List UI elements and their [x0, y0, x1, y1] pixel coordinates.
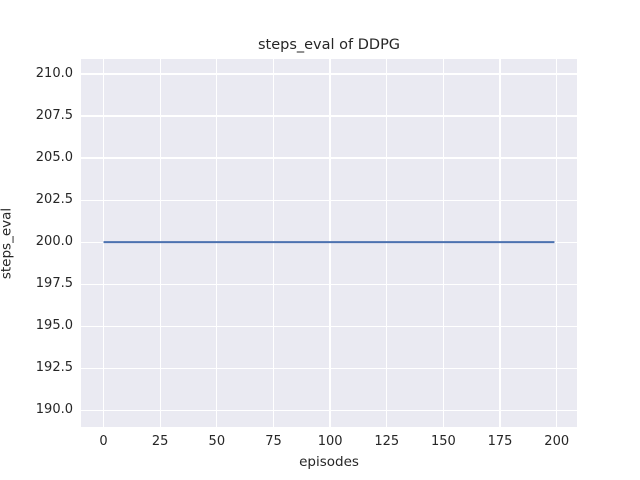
x-tick-label: 125 [374, 434, 400, 449]
y-axis-label: steps_eval [0, 207, 15, 280]
series-line-svg [103, 241, 555, 244]
x-tick-label: 200 [544, 434, 570, 449]
y-tick-label: 205.0 [35, 150, 73, 166]
x-tick-label: 100 [317, 434, 343, 449]
y-tick-label: 202.5 [35, 192, 73, 208]
gridline-horizontal [81, 367, 577, 369]
gridline-horizontal [81, 157, 577, 159]
y-tick-label: 207.5 [35, 108, 73, 124]
x-tick-label: 25 [151, 434, 169, 449]
gridline-horizontal [81, 199, 577, 201]
plot-area [81, 59, 577, 427]
y-tick-label: 192.5 [35, 360, 73, 376]
y-tick-label: 190.0 [35, 402, 73, 418]
gridline-horizontal [81, 115, 577, 117]
chart-title: steps_eval of DDPG [257, 37, 401, 53]
y-tick-label: 195.0 [35, 318, 73, 334]
x-axis-label: episodes [299, 454, 359, 470]
x-tick-label: 75 [265, 434, 282, 449]
gridline-horizontal [81, 409, 577, 411]
x-tick-label: 50 [208, 434, 226, 449]
y-tick-label: 210.0 [35, 66, 73, 82]
gridline-horizontal [81, 283, 577, 285]
y-tick-label: 197.5 [35, 276, 73, 292]
x-tick-label: 175 [487, 434, 513, 449]
x-tick-label: 150 [431, 434, 456, 449]
y-tick-label: 200.0 [35, 234, 73, 250]
x-tick-label: 0 [99, 434, 108, 449]
gridline-vertical [102, 59, 105, 427]
gridline-vertical [556, 59, 558, 427]
gridline-horizontal [81, 325, 577, 327]
gridline-horizontal [81, 73, 577, 75]
